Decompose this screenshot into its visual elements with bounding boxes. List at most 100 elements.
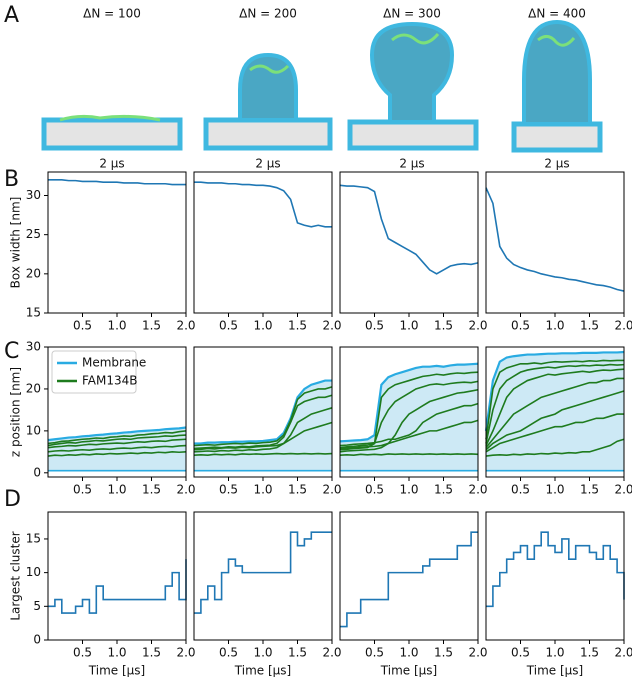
series-line: [48, 179, 186, 186]
series-line: [47, 430, 187, 445]
plot-frame: [47, 171, 187, 314]
y-tick-label: 20: [26, 381, 41, 395]
series-line: [194, 181, 332, 228]
x-tick-label: 1.5: [288, 646, 307, 660]
x-tick-label: 2.0: [176, 483, 195, 497]
y-tick-label: 15: [26, 306, 41, 320]
y-tick-label: 20: [26, 266, 41, 280]
x-tick-label: 1.0: [107, 319, 126, 333]
membrane-slab: [41, 117, 183, 151]
series-line: [194, 531, 332, 614]
snapshot-title: ΔN = 200: [239, 7, 297, 21]
series-line: [193, 407, 333, 453]
x-tick-label: 1.0: [545, 319, 564, 333]
panel-label: D: [4, 487, 21, 512]
x-axis-label: Time [µs]: [88, 664, 145, 678]
series-line: [339, 388, 479, 453]
snapshot: [203, 52, 333, 151]
snapshot: [347, 21, 479, 151]
x-tick-label: 2.0: [322, 483, 341, 497]
x-tick-label: 1.5: [580, 646, 599, 660]
snapshot-time: 2 µs: [99, 157, 124, 171]
series-line: [194, 379, 332, 445]
x-tick-label: 0.5: [365, 646, 384, 660]
membrane-slab: [347, 119, 479, 151]
plot-frame: [485, 171, 625, 314]
series-line: [485, 368, 625, 446]
x-tick-label: 2.0: [468, 483, 487, 497]
y-tick-label: 25: [26, 227, 41, 241]
membrane-fill: [194, 380, 332, 471]
series-line: [193, 394, 333, 450]
x-tick-label: 1.0: [107, 483, 126, 497]
series-line: [485, 359, 624, 440]
x-tick-label: 1.0: [107, 646, 126, 660]
bud: [238, 52, 298, 122]
x-axis-label: Time [µs]: [234, 664, 291, 678]
panel-label: A: [4, 3, 19, 28]
x-tick-label: 2.0: [614, 646, 632, 660]
protein: [537, 35, 576, 47]
x-tick-label: 1.5: [580, 319, 599, 333]
series-line: [485, 187, 625, 292]
x-tick-label: 0.5: [73, 483, 92, 497]
snapshot-title: ΔN = 100: [83, 7, 141, 21]
x-tick-label: 0.5: [511, 646, 530, 660]
x-tick-label: 1.5: [434, 646, 453, 660]
snapshot-time: 2 µs: [255, 157, 280, 171]
y-tick-label: 0: [33, 633, 41, 647]
series-line: [47, 426, 187, 442]
series-line: [339, 419, 479, 450]
y-tick-label: 5: [33, 599, 41, 613]
series-line: [193, 386, 333, 447]
series-line: [484, 350, 625, 432]
x-tick-label: 1.0: [399, 483, 418, 497]
x-tick-label: 2.0: [614, 483, 632, 497]
series-line: [48, 559, 187, 614]
x-tick-label: 2.0: [322, 646, 341, 660]
snapshot-time: 2 µs: [544, 157, 569, 171]
x-axis-label: Time [µs]: [526, 664, 583, 678]
y-axis-label: Box width [nm]: [9, 197, 23, 289]
x-tick-label: 1.0: [253, 646, 272, 660]
x-tick-label: 1.5: [142, 319, 161, 333]
series-line: [485, 390, 625, 451]
series-line: [340, 531, 478, 628]
x-tick-label: 2.0: [176, 646, 195, 660]
x-tick-label: 1.5: [580, 483, 599, 497]
x-tick-label: 1.5: [288, 483, 307, 497]
series-line: [339, 402, 479, 447]
protein: [391, 32, 440, 45]
x-tick-label: 1.5: [142, 646, 161, 660]
snapshot-time: 2 µs: [399, 157, 424, 171]
x-tick-label: 1.0: [545, 483, 564, 497]
x-tick-label: 1.5: [142, 483, 161, 497]
plot-frame: [193, 171, 333, 314]
legend-label: FAM134B: [82, 374, 138, 388]
x-tick-label: 2.0: [468, 646, 487, 660]
x-tick-label: 1.0: [545, 646, 564, 660]
x-tick-label: 0.5: [365, 483, 384, 497]
x-tick-label: 1.0: [399, 319, 418, 333]
series-line: [339, 380, 479, 449]
membrane-fill: [486, 352, 624, 471]
plot-frame: [339, 171, 479, 314]
snapshot: [511, 19, 603, 153]
x-tick-label: 0.5: [219, 483, 238, 497]
series-line: [193, 421, 333, 451]
legend-label: Membrane: [82, 356, 146, 370]
x-axis-label: Time [µs]: [380, 664, 437, 678]
y-tick-label: 30: [26, 188, 41, 202]
x-tick-label: 1.0: [253, 319, 272, 333]
series-line: [339, 362, 479, 443]
x-tick-label: 1.5: [434, 319, 453, 333]
y-tick-label: 15: [26, 531, 41, 545]
x-tick-label: 0.5: [219, 646, 238, 660]
x-tick-label: 2.0: [468, 319, 487, 333]
series-line: [485, 438, 625, 457]
x-tick-label: 1.5: [288, 319, 307, 333]
series-line: [485, 363, 625, 444]
bud: [522, 19, 592, 126]
protein: [59, 114, 161, 122]
